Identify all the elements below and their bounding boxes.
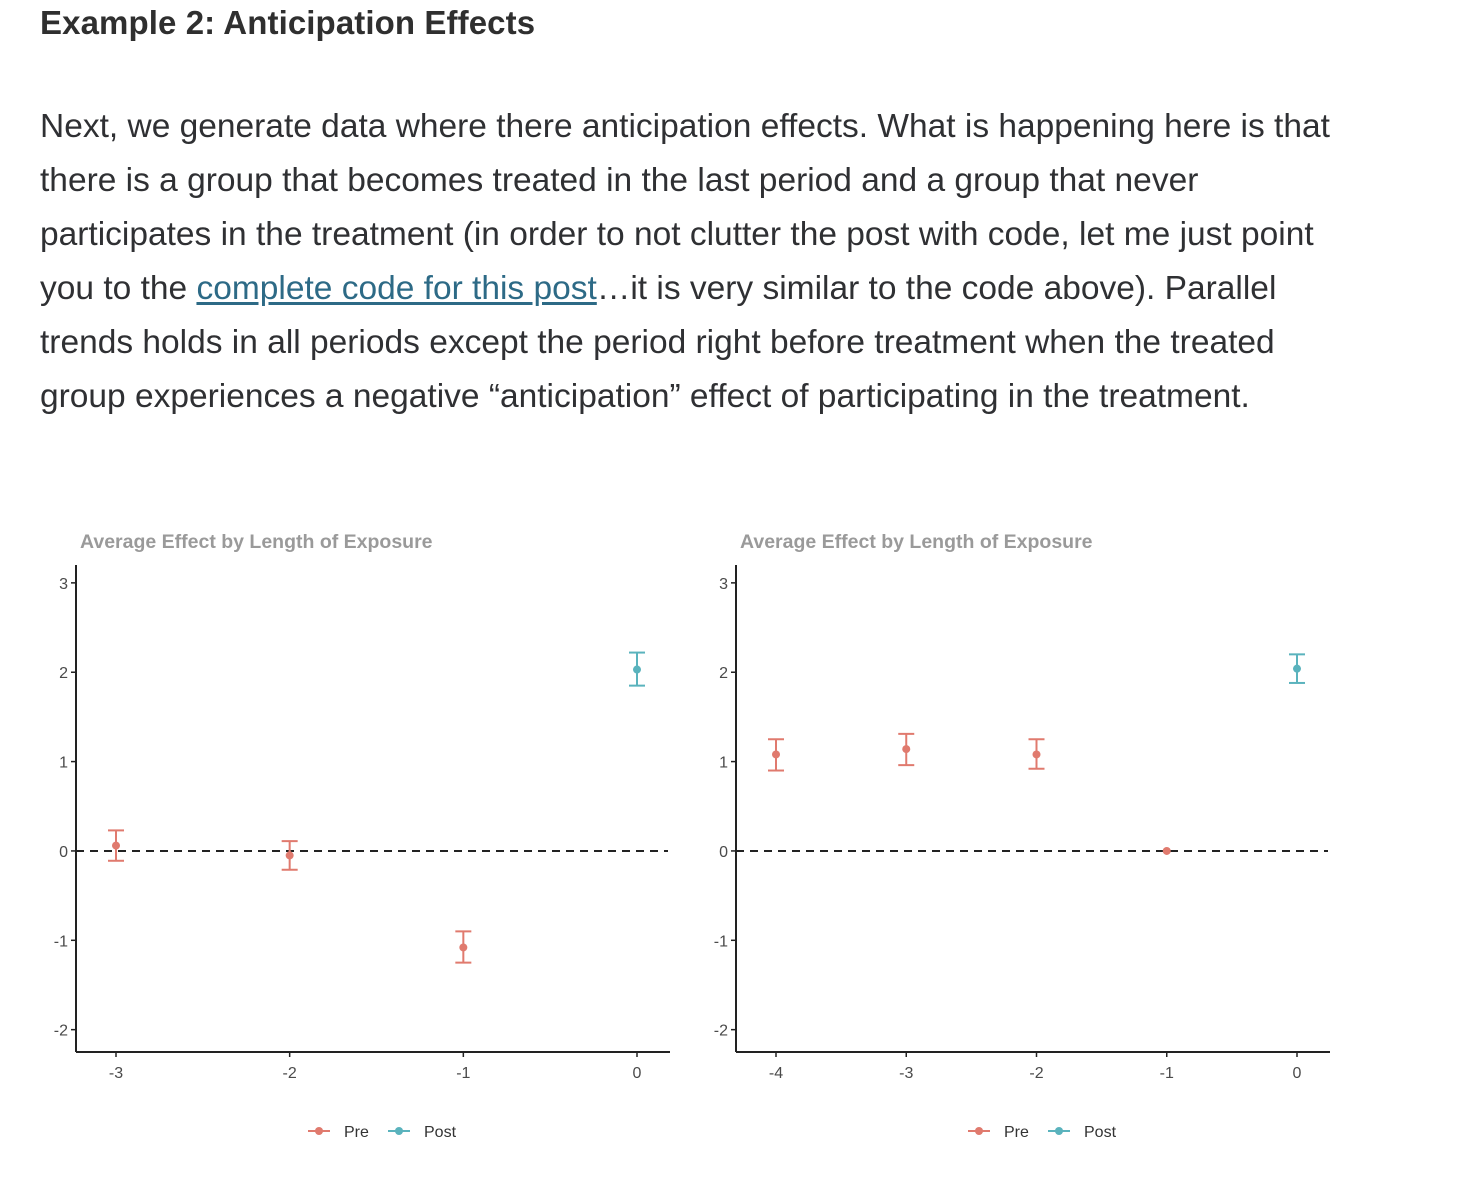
data-point-post	[633, 665, 641, 674]
legend-label: Post	[1084, 1124, 1117, 1141]
x-tick-label: -1	[456, 1065, 470, 1082]
section-heading: Example 2: Anticipation Effects	[40, 4, 536, 41]
y-tick-label: -2	[54, 1023, 68, 1040]
y-tick-label: 1	[59, 755, 68, 772]
x-tick-label: 0	[633, 1065, 642, 1082]
data-point-pre	[459, 943, 468, 952]
x-tick-label: -2	[283, 1065, 297, 1082]
data-point-post	[1293, 664, 1301, 673]
chart-right: Average Effect by Length of Exposure -2 -1…	[690, 520, 1340, 1160]
y-tick-label: 2	[719, 665, 728, 682]
x-tick-label: -2	[1029, 1065, 1043, 1082]
complete-code-link[interactable]: complete code for this post	[196, 270, 597, 307]
data-point-pre	[1032, 750, 1041, 759]
data-point-pre	[112, 841, 120, 850]
x-tick-label: -3	[899, 1065, 913, 1082]
y-tick-label: 0	[59, 844, 68, 861]
legend-key-point	[1055, 1127, 1063, 1135]
y-tick-label: -1	[714, 933, 728, 950]
y-tick-label: 2	[59, 665, 68, 682]
chart-right-svg: Average Effect by Length of Exposure -2 -1…	[714, 531, 1330, 1141]
chart-left-svg: Average Effect by Length of Exposure -2 -1…	[54, 531, 670, 1141]
y-tick-label: 0	[719, 844, 728, 861]
paragraph-text-end: …it is very similar to the code above). …	[40, 270, 1277, 415]
x-tick-label: -1	[1160, 1065, 1174, 1082]
chart-title: Average Effect by Length of Exposure	[80, 531, 433, 553]
y-tick-label: 3	[59, 576, 68, 593]
legend-key-point	[315, 1127, 323, 1135]
chart-title: Average Effect by Length of Exposure	[740, 531, 1093, 553]
x-tick-label: -3	[109, 1065, 123, 1082]
data-point-pre	[285, 851, 294, 860]
paragraph-text-start: Next, we generate data where there antic…	[40, 108, 1330, 307]
chart-legend: Pre Post	[308, 1124, 457, 1141]
y-tick-label: 3	[719, 576, 728, 593]
legend-label: Post	[424, 1124, 457, 1141]
legend-key-point	[395, 1127, 403, 1135]
intro-paragraph: Next, we generate data where there antic…	[40, 100, 1360, 424]
chart-left: Average Effect by Length of Exposure -2 -1…	[30, 520, 680, 1160]
legend-label: Pre	[1004, 1124, 1029, 1141]
y-tick-label: -2	[714, 1023, 728, 1040]
y-tick-label: -1	[54, 933, 68, 950]
data-point-pre	[902, 745, 911, 754]
data-point-pre	[772, 750, 780, 759]
legend-label: Pre	[344, 1124, 369, 1141]
data-point-pre	[1162, 846, 1171, 855]
x-tick-label: -4	[769, 1065, 783, 1082]
y-tick-label: 1	[719, 755, 728, 772]
legend-key-point	[975, 1127, 983, 1135]
chart-legend: Pre Post	[968, 1124, 1117, 1141]
x-tick-label: 0	[1293, 1065, 1302, 1082]
